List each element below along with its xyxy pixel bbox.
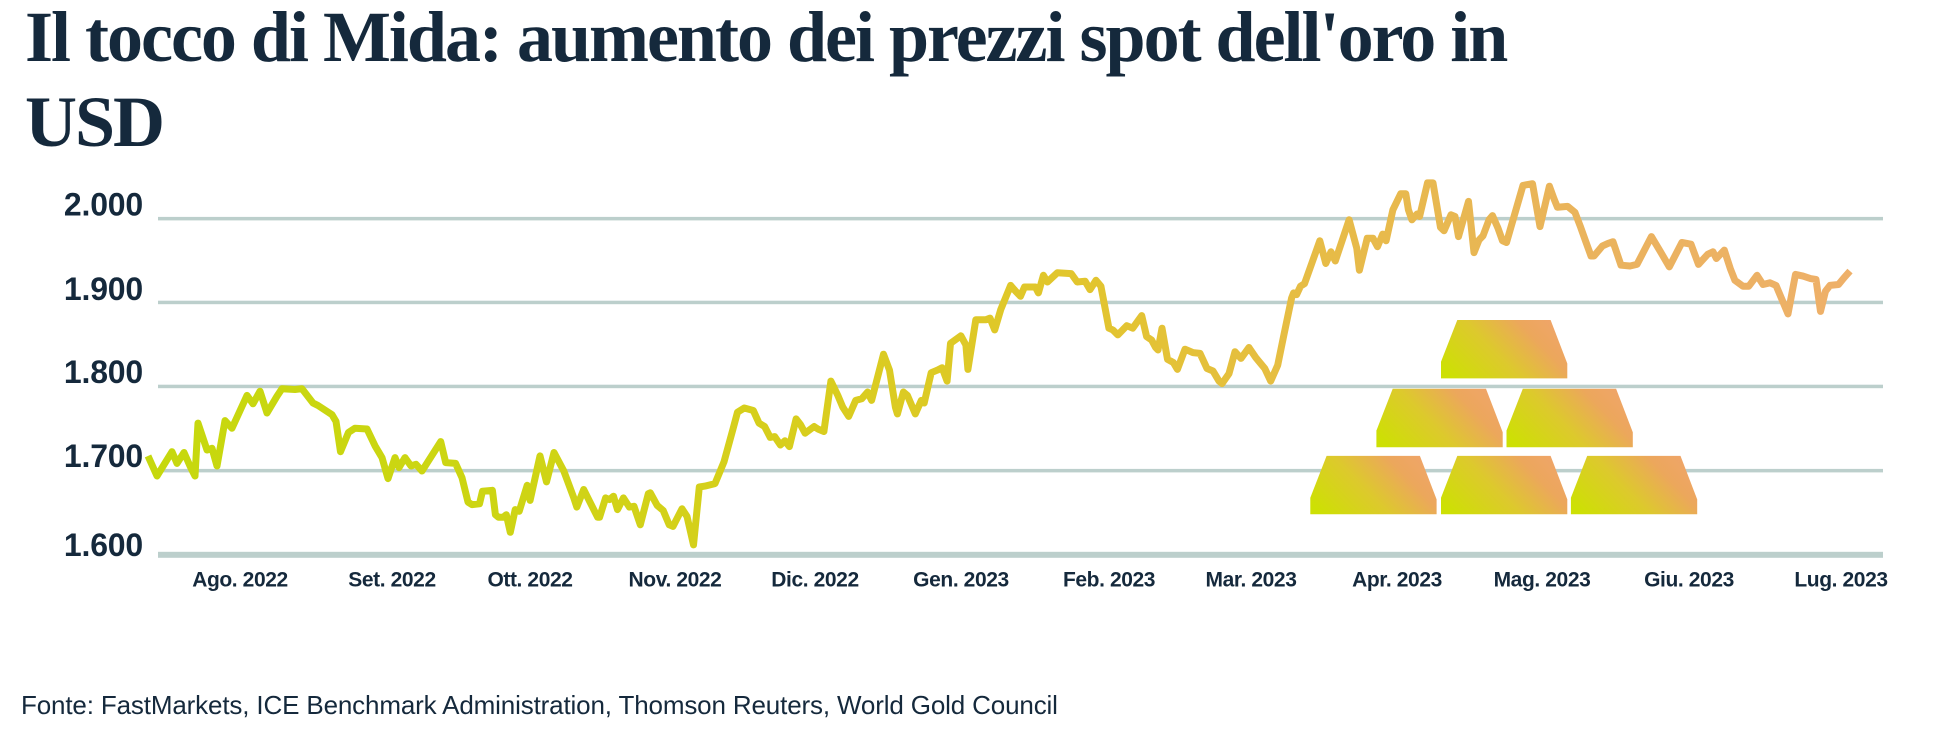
svg-text:1.600: 1.600 [64, 527, 143, 563]
svg-text:Dic. 2022: Dic. 2022 [771, 568, 858, 591]
svg-text:1.800: 1.800 [64, 354, 143, 390]
svg-text:Nov. 2022: Nov. 2022 [629, 568, 722, 591]
svg-text:Ott. 2022: Ott. 2022 [487, 568, 572, 591]
svg-text:Apr. 2023: Apr. 2023 [1352, 568, 1442, 591]
svg-text:Gen. 2023: Gen. 2023 [913, 568, 1009, 591]
svg-text:1.900: 1.900 [64, 271, 143, 307]
svg-text:Giu. 2023: Giu. 2023 [1644, 568, 1734, 591]
svg-text:Il tocco di Mida: aumento dei: Il tocco di Mida: aumento dei prezzi spo… [25, 0, 1507, 77]
svg-text:1.700: 1.700 [64, 438, 143, 474]
svg-text:Feb. 2023: Feb. 2023 [1063, 568, 1155, 591]
svg-text:Ago. 2022: Ago. 2022 [192, 568, 288, 591]
svg-text:Set. 2022: Set. 2022 [348, 568, 435, 591]
svg-text:Fonte: FastMarkets, ICE Benchm: Fonte: FastMarkets, ICE Benchmark Admini… [21, 690, 1058, 720]
svg-text:USD: USD [25, 82, 163, 162]
svg-text:Lug. 2023: Lug. 2023 [1794, 568, 1887, 591]
svg-text:2.000: 2.000 [64, 186, 143, 222]
svg-text:Mar. 2023: Mar. 2023 [1206, 568, 1297, 591]
svg-text:Mag. 2023: Mag. 2023 [1494, 568, 1591, 591]
